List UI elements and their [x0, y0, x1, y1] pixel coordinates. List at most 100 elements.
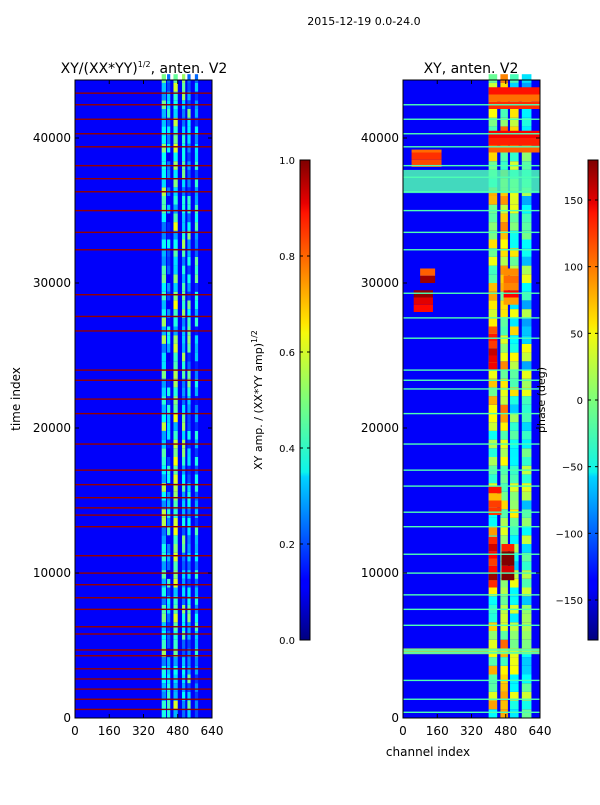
heatmap-flagged-row	[75, 555, 212, 557]
heatmap-band-cell	[500, 387, 508, 397]
heatmap-band-cell	[161, 370, 166, 379]
heatmap-band-cell	[173, 683, 178, 692]
heatmap-band-cell	[488, 422, 498, 431]
heatmap-band-cell	[161, 648, 166, 658]
heatmap-flagged-row	[75, 514, 212, 516]
heatmap-band-cell	[173, 91, 178, 101]
heatmap-band-cell	[182, 230, 186, 240]
heatmap-band-cell	[187, 317, 191, 327]
heatmap-band-cell	[167, 291, 171, 301]
heatmap-band-cell	[187, 309, 191, 318]
heatmap-band-cell	[510, 639, 519, 649]
heatmap-band-cell	[167, 535, 171, 544]
heatmap-band-cell	[510, 691, 519, 701]
heatmap-band-cell	[194, 691, 199, 701]
heatmap-band-cell	[167, 665, 171, 675]
heatmap-band-cell	[167, 248, 171, 257]
heatmap-flagged-row	[75, 633, 212, 635]
heatmap-hot-patch	[488, 500, 502, 508]
heatmap-band-cell	[500, 74, 508, 83]
heatmap-band-cell	[521, 691, 532, 701]
colorbar-tick-label: 0.2	[279, 540, 295, 551]
heatmap-band-cell	[161, 230, 166, 240]
heatmap-band-cell	[161, 196, 166, 205]
heatmap-band-cell	[173, 561, 178, 571]
heatmap-band-cell	[173, 691, 178, 701]
heatmap-band-cell	[173, 309, 178, 318]
colorbar-tick-label: 100	[564, 263, 583, 274]
heatmap-band-cell	[167, 683, 171, 692]
heatmap-band-cell	[500, 335, 508, 344]
heatmap-flagged-row	[75, 178, 212, 180]
colorbar-tick-label: −150	[556, 596, 583, 607]
heatmap-band-cell	[167, 317, 171, 327]
x-tick-label: 320	[460, 724, 483, 738]
heatmap-band-cell	[161, 430, 166, 440]
heatmap-band-cell	[167, 648, 171, 658]
heatmap-band-cell	[521, 222, 532, 231]
heatmap-band-cell	[173, 178, 178, 188]
heatmap-band-cell	[161, 683, 166, 692]
heatmap-band-cell	[510, 657, 519, 666]
heatmap-band-cell	[194, 613, 199, 623]
heatmap-band-cell	[500, 474, 508, 484]
heatmap-band-cell	[488, 239, 498, 249]
x-tick-label: 640	[201, 724, 224, 738]
heatmap-band-cell	[161, 483, 166, 492]
heatmap-band-cell	[167, 561, 171, 571]
heatmap-band-cell	[161, 91, 166, 101]
heatmap-band-cell	[161, 544, 166, 553]
heatmap-band-cell	[173, 300, 178, 310]
heatmap-band-cell	[161, 169, 166, 179]
heatmap-band-cell	[167, 370, 171, 379]
heatmap-hot-patch	[488, 87, 540, 95]
heatmap-band-cell	[167, 213, 171, 223]
heatmap-band-cell	[194, 248, 199, 257]
heatmap-band-cell	[194, 352, 199, 362]
heatmap-band-cell	[182, 239, 186, 249]
heatmap-band-cell	[521, 683, 532, 692]
heatmap-band-cell	[173, 665, 178, 675]
heatmap-band-cell	[167, 378, 171, 388]
heatmap-band-cell	[194, 143, 199, 153]
heatmap-band-cell	[521, 448, 532, 457]
heatmap-hot-patch	[488, 580, 498, 588]
heatmap-band-cell	[161, 239, 166, 249]
heatmap-band-cell	[500, 352, 508, 362]
heatmap-band-cell	[173, 448, 178, 457]
y-tick-label: 20000	[33, 421, 71, 435]
heatmap-band-cell	[521, 639, 532, 649]
heatmap-flagged-row	[75, 626, 212, 628]
heatmap-band-cell	[161, 691, 166, 701]
heatmap-band-cell	[161, 135, 166, 144]
heatmap-hot-patch	[501, 565, 515, 573]
heatmap-hot-patch	[488, 355, 498, 363]
heatmap-band-cell	[173, 352, 178, 362]
heatmap-band-cell	[161, 309, 166, 318]
heatmap-band-cell	[488, 387, 498, 397]
heatmap-band-cell	[194, 570, 199, 579]
heatmap-band-cell	[182, 265, 186, 275]
heatmap-band-cell	[510, 535, 519, 544]
heatmap-band-cell	[187, 526, 191, 536]
heatmap-hot-patch	[413, 297, 433, 305]
heatmap-band-cell	[521, 152, 532, 162]
heatmap-band-cell	[510, 517, 519, 527]
heatmap-band-cell	[167, 222, 171, 231]
heatmap-band-cell	[510, 526, 519, 536]
heatmap-band-cell	[173, 587, 178, 597]
x-tick-label: 0	[71, 724, 79, 738]
heatmap-band-cell	[194, 709, 199, 718]
heatmap-band-cell	[194, 448, 199, 457]
heatmap-band-cell	[510, 74, 519, 83]
heatmap-band-cell	[510, 109, 519, 118]
heatmap-flagged-row	[403, 133, 540, 135]
heatmap-band-cell	[521, 196, 532, 205]
heatmap-band-cell	[488, 248, 498, 257]
heatmap-flagged-row	[403, 317, 540, 319]
heatmap-band-cell	[488, 265, 498, 275]
heatmap-band-cell	[500, 587, 508, 597]
heatmap-band-cell	[500, 526, 508, 536]
heatmap-band-cell	[182, 317, 186, 327]
heatmap-band-cell	[187, 283, 191, 292]
